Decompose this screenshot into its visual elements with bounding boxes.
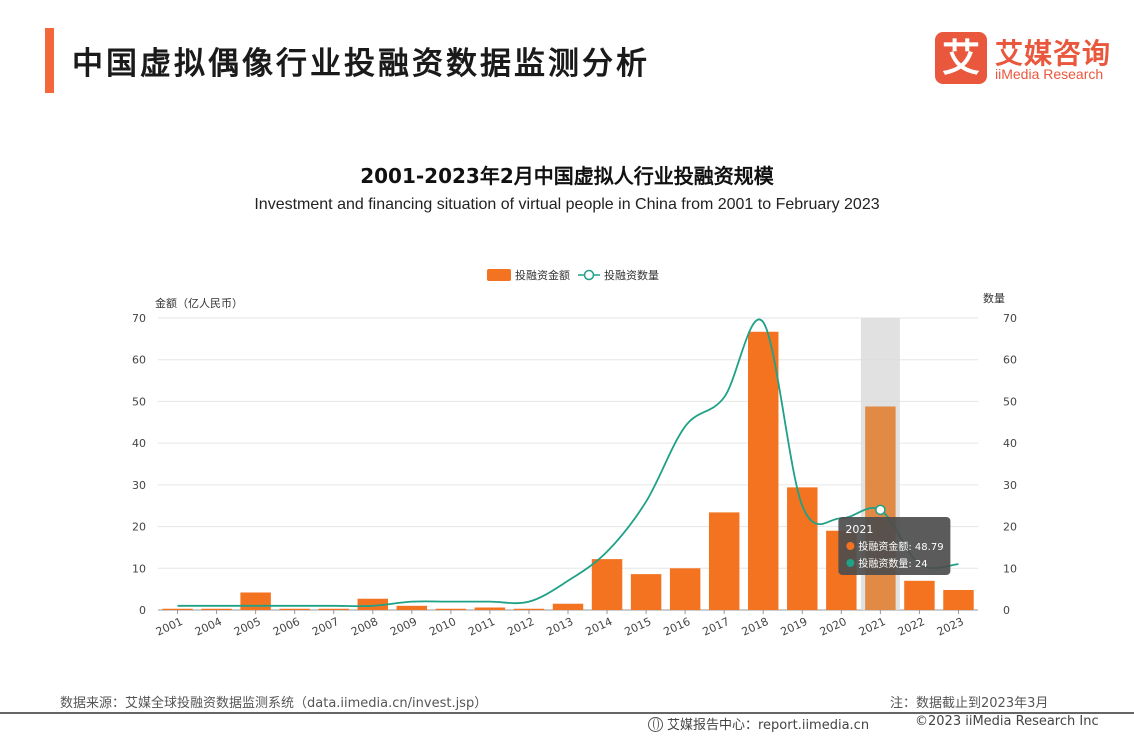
y-tick-label-right: 40 — [1003, 437, 1017, 450]
x-tick-label-2015: 2015 — [622, 615, 653, 639]
line-point-highlight — [875, 504, 886, 516]
x-tick-label-2019: 2019 — [779, 615, 810, 639]
footer-note: 注：数据截止到2023年3月 — [890, 696, 1049, 711]
footer-source: 数据来源：艾媒全球投融资数据监测系统（data.iimedia.cn/inves… — [60, 696, 488, 711]
logo-english-name: iiMedia Research — [995, 66, 1104, 82]
count-line — [177, 318, 959, 608]
x-tick-label-2012: 2012 — [505, 615, 536, 639]
bar-2007 — [318, 608, 349, 610]
tooltip-dot — [846, 542, 855, 550]
tooltip-title: 2021 — [845, 523, 873, 536]
bar-2006 — [279, 608, 310, 610]
y-tick-label-right: 70 — [1003, 312, 1017, 325]
y-tick-label-right: 10 — [1003, 562, 1017, 575]
x-tick-label-2023: 2023 — [935, 615, 966, 639]
x-tick-label-2008: 2008 — [349, 615, 380, 639]
y-tick-label-left: 10 — [132, 562, 146, 575]
x-tick-label-2018: 2018 — [740, 615, 771, 639]
y-tick-label-left: 70 — [132, 312, 146, 325]
bar-2013 — [552, 603, 584, 610]
bar-series — [162, 331, 974, 610]
chart-tooltip: 2021 投融资金额: 48.79 投融资数量: 24 — [838, 517, 951, 575]
y-tick-label-left: 60 — [132, 354, 146, 367]
legend-bar-swatch — [487, 269, 511, 281]
y-tick-label-left: 50 — [132, 395, 146, 408]
tooltip-row: 投融资数量: 24 — [858, 557, 927, 570]
title-accent-bar — [45, 28, 54, 93]
y-tick-label-left: 0 — [139, 604, 146, 617]
y-tick-label-right: 50 — [1003, 395, 1017, 408]
x-tick-label-2022: 2022 — [896, 615, 927, 639]
page-title: 中国虚拟偶像行业投融资数据监测分析 — [72, 46, 650, 82]
bar-2018 — [748, 331, 779, 610]
y-tick-label-right: 0 — [1003, 604, 1010, 617]
bar-2017 — [708, 512, 740, 610]
footer-report-center[interactable]: 艾媒报告中心：report.iimedia.cn — [648, 714, 869, 733]
tooltip-row: 投融资金额: 48.79 — [858, 540, 943, 553]
legend-bar-label: 投融资金额 — [515, 268, 570, 282]
report-center-text: 艾媒报告中心：report.iimedia.cn — [667, 718, 870, 733]
x-tick-label-2005: 2005 — [232, 615, 263, 639]
x-tick-label-2010: 2010 — [427, 615, 458, 639]
x-tick-label-2007: 2007 — [310, 615, 341, 639]
bar-2004 — [201, 608, 232, 610]
bar-2022 — [904, 580, 935, 610]
x-tick-label-2021: 2021 — [857, 615, 888, 639]
y-axis-left-label: 金额（亿人民币） — [155, 296, 243, 310]
x-tick-label-2006: 2006 — [271, 615, 302, 639]
bar-2001 — [162, 608, 193, 610]
bar-2015 — [630, 574, 662, 610]
y-tick-label-right: 20 — [1003, 521, 1017, 534]
bar-2010 — [435, 608, 467, 610]
chart-title: 2001-2023年2月中国虚拟人行业投融资规模 — [360, 164, 774, 188]
y-tick-label-left: 20 — [132, 521, 146, 534]
legend-line-label: 投融资数量 — [604, 268, 659, 282]
footer-copyright: ©2023 iiMedia Research Inc — [915, 714, 1099, 729]
tooltip-dot — [846, 559, 855, 567]
bar-2014 — [591, 559, 623, 610]
logo-mark-icon: 艾 — [935, 32, 987, 84]
x-tick-label-2004: 2004 — [193, 615, 224, 639]
bar-2016 — [669, 568, 701, 610]
footer-divider — [0, 712, 1134, 714]
line-series — [177, 318, 959, 608]
x-tick-label-2014: 2014 — [583, 615, 614, 639]
bar-2011 — [474, 607, 506, 610]
tooltip-box — [838, 517, 951, 575]
x-tick-label-2016: 2016 — [662, 615, 693, 639]
x-tick-label-2011: 2011 — [466, 615, 497, 639]
x-tick-label-2017: 2017 — [701, 615, 732, 639]
chart-subtitle: Investment and financing situation of vi… — [254, 196, 880, 213]
bar-2012 — [513, 608, 545, 610]
y-axis-right-label: 数量 — [983, 292, 1005, 305]
chart-legend[interactable]: 投融资金额 投融资数量 — [487, 268, 659, 282]
bar-2005 — [240, 592, 271, 610]
y-tick-label-right: 60 — [1003, 354, 1017, 367]
bar-2023 — [943, 589, 974, 610]
legend-line-marker — [583, 269, 595, 281]
y-tick-label-right: 30 — [1003, 479, 1017, 492]
y-tick-label-left: 30 — [132, 479, 146, 492]
iimedia-logo: 艾 艾媒咨询 iiMedia Research — [935, 32, 1125, 88]
y-tick-label-left: 40 — [132, 437, 146, 450]
x-tick-label-2020: 2020 — [818, 615, 849, 639]
globe-icon — [648, 717, 663, 732]
x-tick-label-2013: 2013 — [544, 615, 575, 639]
x-tick-label-2001: 2001 — [154, 615, 185, 639]
x-tick-label-2009: 2009 — [388, 615, 419, 639]
logo-chinese-name: 艾媒咨询 — [995, 37, 1112, 70]
bar-2009 — [396, 605, 428, 610]
bar-2008 — [357, 598, 388, 610]
